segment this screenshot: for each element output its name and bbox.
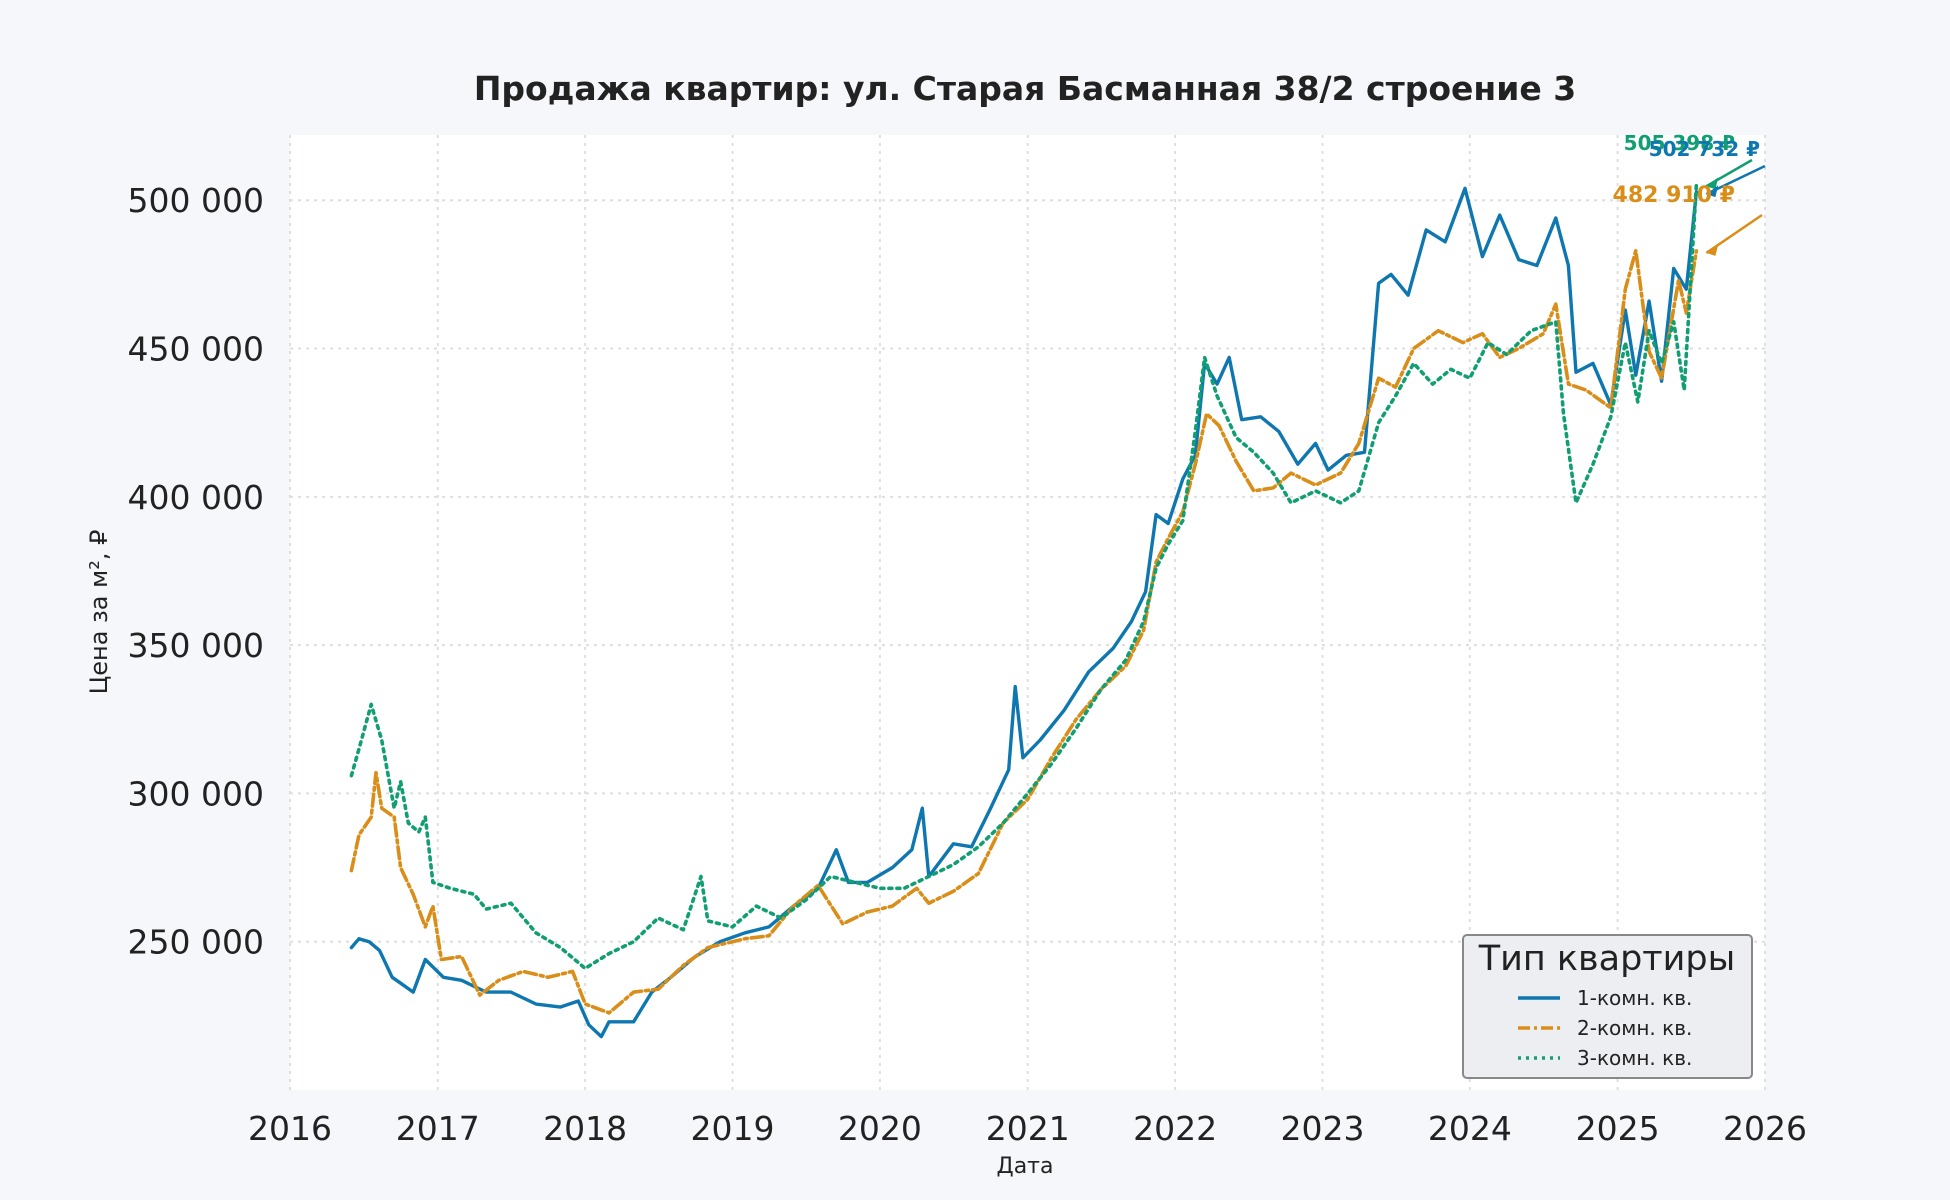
x-tick-label: 2025 <box>1576 1109 1660 1148</box>
tick-labels: 2016 2017 2018 2019 2020 2021 2022 2023 2024 2025… <box>128 181 1807 1148</box>
x-tick-label: 2022 <box>1133 1109 1217 1148</box>
series-lines <box>349 182 1699 1039</box>
legend-box <box>1462 934 1753 1079</box>
series-line-1 <box>349 186 1699 1039</box>
series-line-2 <box>349 248 1699 1015</box>
y-tick-label: 500 000 <box>128 181 264 220</box>
y-tick-label: 250 000 <box>128 923 264 962</box>
y-axis-label: Цена за м², ₽ <box>85 530 113 695</box>
plot-area <box>290 135 1765 1090</box>
x-tick-label: 2020 <box>838 1109 922 1148</box>
legend-label-3: 3-комн. кв. <box>1577 1046 1692 1070</box>
x-tick-label: 2018 <box>543 1109 627 1148</box>
annotation-arrowhead <box>1706 243 1719 256</box>
x-tick-label: 2024 <box>1428 1109 1512 1148</box>
annotation-label: 502 732 ₽ <box>1649 137 1760 161</box>
x-axis-label: Дата <box>997 1154 1054 1179</box>
annotation-label: 505 398 ₽ <box>1624 131 1735 155</box>
legend-label-1: 1-комн. кв. <box>1577 986 1692 1010</box>
x-tick-label: 2026 <box>1723 1109 1807 1148</box>
x-tick-label: 2019 <box>691 1109 775 1148</box>
y-tick-label: 300 000 <box>128 774 264 813</box>
chart-title: Продажа квартир: ул. Старая Басманная 38… <box>474 69 1576 108</box>
x-tick-label: 2021 <box>986 1109 1070 1148</box>
legend-label-2: 2-комн. кв. <box>1577 1016 1692 1040</box>
y-tick-label: 350 000 <box>128 626 264 665</box>
series-line-3 <box>349 182 1699 971</box>
legend: Тип квартиры 1-комн. кв. 2-комн. кв. 3-ком… <box>1462 934 1753 1079</box>
annotations: 505 398 ₽502 732 ₽ 482 910 ₽ <box>1613 131 1766 256</box>
annotation-arrowhead <box>1706 185 1719 198</box>
grid <box>289 135 1766 1090</box>
x-tick-label: 2017 <box>396 1109 480 1148</box>
y-tick-label: 400 000 <box>128 478 264 517</box>
annotation-label: 482 910 ₽ <box>1613 183 1735 208</box>
annotation-arrowhead <box>1706 177 1719 190</box>
x-tick-label: 2023 <box>1280 1109 1364 1148</box>
y-tick-label: 450 000 <box>128 330 264 369</box>
x-tick-label: 2016 <box>248 1109 332 1148</box>
legend-title: Тип квартиры <box>1478 939 1736 979</box>
